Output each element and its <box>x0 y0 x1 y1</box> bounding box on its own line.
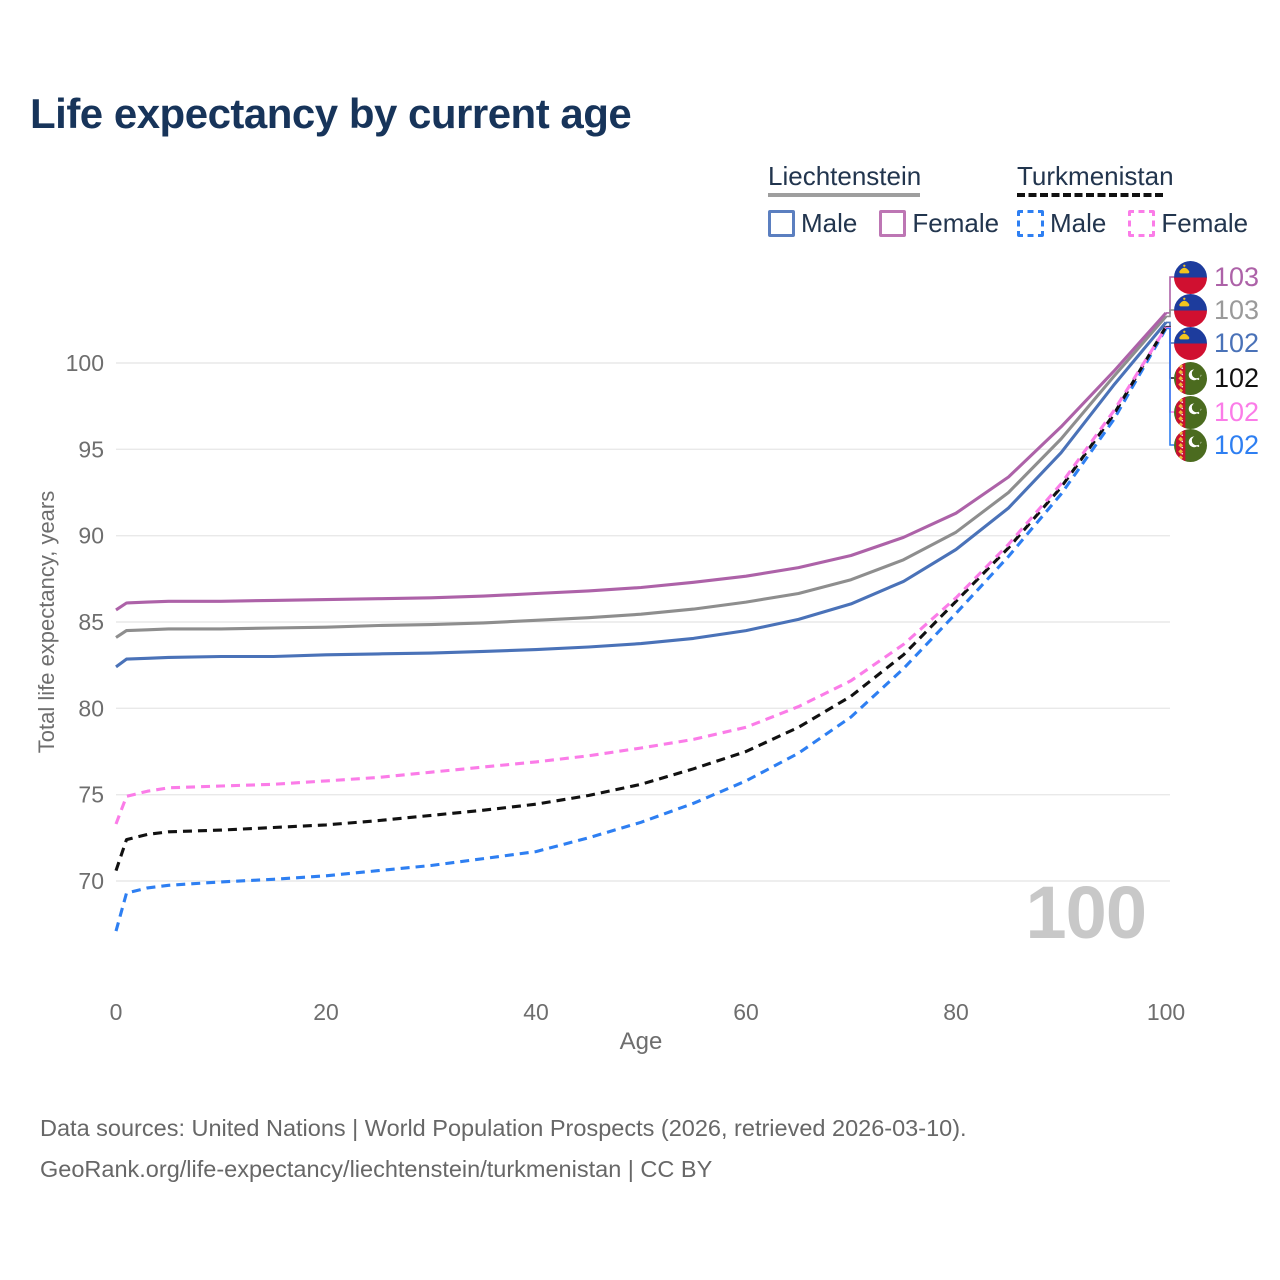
x-tick-label: 0 <box>110 999 123 1025</box>
liechtenstein-female-swatch-icon <box>879 210 907 237</box>
turkmenistan-flag-icon <box>1174 361 1207 395</box>
page-title: Life expectancy by current age <box>30 90 632 137</box>
y-tick-label: 95 <box>78 436 104 462</box>
end-label-turkmenistan-male: 102 <box>1174 428 1260 462</box>
y-tick-label: 70 <box>78 868 104 894</box>
end-value-liechtenstein-female: 103 <box>1214 261 1260 292</box>
series-line-turkmenistan-female[interactable] <box>114 326 1168 825</box>
liechtenstein-flag-icon <box>1174 260 1207 294</box>
turkmenistan-female-swatch-icon <box>1128 210 1156 237</box>
x-axis-title: Age <box>619 1028 663 1055</box>
end-label-turkmenistan-female: 102 <box>1174 395 1260 429</box>
y-tick-label: 80 <box>78 695 104 721</box>
x-tick-label: 40 <box>523 999 549 1025</box>
footer-data-sources: Data sources: United Nations | World Pop… <box>40 1115 967 1141</box>
series-line-turkmenistan-all[interactable] <box>114 325 1168 872</box>
turkmenistan-male-swatch-icon <box>1017 210 1044 237</box>
turkmenistan-flag-icon <box>1174 428 1207 462</box>
leader-line-liechtenstein-female <box>1166 276 1174 314</box>
leader-line-turkmenistan-male <box>1166 327 1174 446</box>
end-label-liechtenstein-female: 103 <box>1174 260 1260 294</box>
y-tick-label: 85 <box>78 609 104 635</box>
end-value-turkmenistan-male: 102 <box>1214 429 1260 460</box>
series-line-turkmenistan-male[interactable] <box>114 327 1168 932</box>
series-line-liechtenstein-female[interactable] <box>115 311 1168 612</box>
y-tick-label: 90 <box>78 523 104 549</box>
end-label-liechtenstein-all: 103 <box>1174 293 1260 327</box>
series-line-liechtenstein-all[interactable] <box>115 315 1168 639</box>
liechtenstein-flag-icon <box>1174 326 1207 360</box>
legend-country-turkmenistan[interactable]: Turkmenistan <box>1017 161 1174 191</box>
legend-country-liechtenstein[interactable]: Liechtenstein <box>768 161 922 191</box>
legend-item-turkmenistan-female[interactable]: Female <box>1128 208 1248 239</box>
x-tick-label: 20 <box>313 999 339 1025</box>
y-tick-label: 75 <box>78 782 104 808</box>
leader-line-liechtenstein-all <box>1166 309 1174 318</box>
turkmenistan-line-style-swatch <box>1017 193 1163 197</box>
series-line-liechtenstein-male[interactable] <box>115 321 1168 669</box>
footer: Data sources: United Nations | World Pop… <box>40 1108 967 1190</box>
legend-item-liechtenstein-female[interactable]: Female <box>879 208 999 239</box>
liechtenstein-male-swatch-icon <box>768 210 795 237</box>
end-value-turkmenistan-female: 102 <box>1214 396 1260 427</box>
end-value-turkmenistan-all: 102 <box>1214 362 1260 393</box>
hovered-age-watermark: 100 <box>1025 871 1147 954</box>
end-label-liechtenstein-male: 102 <box>1174 326 1260 360</box>
x-tick-label: 100 <box>1147 999 1185 1025</box>
end-label-turkmenistan-all: 102 <box>1174 361 1260 395</box>
y-axis-title: Total life expectancy, years <box>34 490 59 754</box>
end-value-liechtenstein-male: 102 <box>1214 327 1260 358</box>
x-tick-label: 60 <box>733 999 759 1025</box>
turkmenistan-flag-icon <box>1174 395 1207 429</box>
legend-group-turkmenistan: Turkmenistan Male Female <box>1017 162 1270 239</box>
y-tick-label: 100 <box>66 350 104 376</box>
legend-item-turkmenistan-male[interactable]: Male <box>1017 208 1106 239</box>
liechtenstein-line-style-swatch <box>768 193 920 197</box>
liechtenstein-flag-icon <box>1174 293 1207 327</box>
footer-attribution: GeoRank.org/life-expectancy/liechtenstei… <box>40 1156 713 1182</box>
legend-item-liechtenstein-male[interactable]: Male <box>768 208 857 239</box>
x-tick-label: 80 <box>943 999 969 1025</box>
legend-group-liechtenstein: Liechtenstein Male Female <box>768 162 1021 239</box>
end-value-liechtenstein-all: 103 <box>1214 294 1260 325</box>
